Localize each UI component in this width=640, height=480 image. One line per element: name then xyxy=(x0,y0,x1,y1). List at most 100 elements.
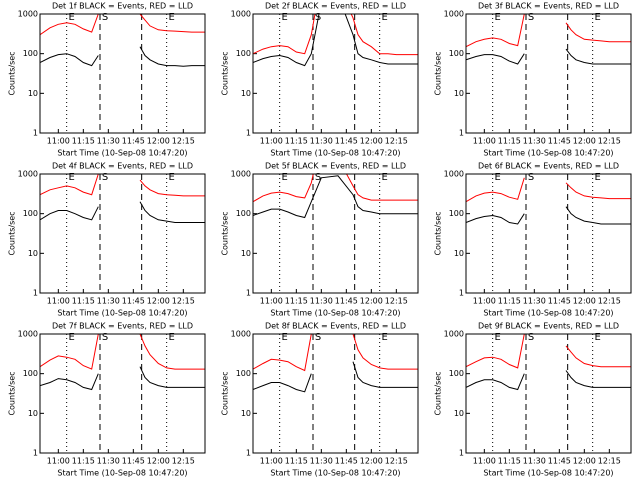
marker-label: E xyxy=(69,172,75,183)
x-tick-label: 12:15 xyxy=(598,137,621,146)
series-line xyxy=(466,177,631,203)
x-tick-label: 12:15 xyxy=(385,297,408,306)
y-tick-label: 1 xyxy=(246,129,251,138)
marker-label: E xyxy=(495,332,501,343)
marker-label: E xyxy=(282,332,288,343)
marker-label: E xyxy=(595,172,601,183)
plot-frame xyxy=(39,13,206,134)
y-tick-label: 1000 xyxy=(444,330,464,339)
x-tick-label: 12:15 xyxy=(598,297,621,306)
x-axis-label: Start Time (10-Sep-08 10:47:20) xyxy=(270,469,400,478)
series-line xyxy=(466,48,631,65)
y-tick-label: 10 xyxy=(241,89,251,98)
marker-label: S xyxy=(315,332,321,343)
y-tick-label: 10 xyxy=(241,409,251,418)
x-tick-label: 12:00 xyxy=(573,137,596,146)
x-tick-label: 11:30 xyxy=(310,457,333,466)
x-tick-label: 11:30 xyxy=(523,297,546,306)
x-tick-label: 11:30 xyxy=(310,137,333,146)
marker-label: S xyxy=(528,172,534,183)
chart-title: Det 6f BLACK = Events, RED = LLD xyxy=(478,162,619,171)
x-tick-label: 11:15 xyxy=(285,457,308,466)
x-tick-label: 11:15 xyxy=(498,457,521,466)
panel: Det 2f BLACK = Events, RED = LLD Counts/s… xyxy=(221,2,419,158)
marker-label: S xyxy=(102,332,108,343)
y-tick-label: 1000 xyxy=(444,170,464,179)
y-tick-label: 1000 xyxy=(18,170,38,179)
y-tick-label: 1 xyxy=(33,129,38,138)
y-tick-label: 100 xyxy=(23,369,38,378)
series-line xyxy=(253,174,418,203)
y-tick-label: 10 xyxy=(241,249,251,258)
x-tick-label: 12:15 xyxy=(172,137,195,146)
y-tick-label: 100 xyxy=(23,49,38,58)
y-tick-label: 1000 xyxy=(18,330,38,339)
y-tick-label: 1000 xyxy=(231,330,251,339)
y-tick-label: 1000 xyxy=(231,170,251,179)
y-tick-label: 1000 xyxy=(444,10,464,19)
plot-frame xyxy=(465,13,632,134)
panel: Det 3f BLACK = Events, RED = LLD Counts/s… xyxy=(434,2,632,158)
x-tick-label: 11:30 xyxy=(523,457,546,466)
x-tick-label: 12:00 xyxy=(360,137,383,146)
x-tick-label: 12:00 xyxy=(573,297,596,306)
plot-frame xyxy=(252,333,419,454)
panel: Det 5f BLACK = Events, RED = LLD Counts/s… xyxy=(221,162,419,318)
x-tick-label: 11:15 xyxy=(285,297,308,306)
series-line xyxy=(40,366,205,391)
panel: Det 7f BLACK = Events, RED = LLD Counts/s… xyxy=(8,322,206,478)
chart-title: Det 2f BLACK = Events, RED = LLD xyxy=(265,2,406,11)
x-tick-label: 11:00 xyxy=(47,137,70,146)
chart-title: Det 9f BLACK = Events, RED = LLD xyxy=(478,322,619,331)
x-tick-label: 11:00 xyxy=(260,457,283,466)
marker-label: E xyxy=(595,332,601,343)
marker-label: E xyxy=(382,332,388,343)
y-axis-label: Counts/sec xyxy=(221,211,230,255)
x-tick-label: 11:00 xyxy=(473,457,496,466)
marker-label: S xyxy=(528,12,534,23)
x-tick-label: 12:15 xyxy=(385,137,408,146)
y-tick-label: 1 xyxy=(33,449,38,458)
x-tick-label: 11:45 xyxy=(335,297,358,306)
x-tick-label: 11:30 xyxy=(310,297,333,306)
marker-label: E xyxy=(382,172,388,183)
plot-frame xyxy=(252,173,419,294)
x-tick-label: 11:15 xyxy=(72,457,95,466)
x-tick-label: 12:00 xyxy=(147,137,170,146)
x-tick-label: 11:45 xyxy=(548,297,571,306)
x-axis-label: Start Time (10-Sep-08 10:47:20) xyxy=(57,469,187,478)
series-line xyxy=(253,334,418,372)
x-tick-label: 11:30 xyxy=(523,137,546,146)
x-tick-label: 11:00 xyxy=(473,137,496,146)
y-tick-label: 10 xyxy=(28,409,38,418)
x-tick-label: 12:00 xyxy=(360,457,383,466)
x-tick-label: 11:45 xyxy=(122,297,145,306)
y-tick-label: 10 xyxy=(454,89,464,98)
y-tick-label: 100 xyxy=(236,369,251,378)
y-tick-label: 10 xyxy=(454,409,464,418)
x-tick-label: 12:15 xyxy=(172,297,195,306)
y-tick-label: 100 xyxy=(236,209,251,218)
panel: Det 1f BLACK = Events, RED = LLD Counts/s… xyxy=(8,2,206,158)
y-tick-label: 1 xyxy=(459,289,464,298)
series-line xyxy=(253,361,418,393)
x-tick-label: 11:30 xyxy=(97,137,120,146)
panel: Det 6f BLACK = Events, RED = LLD Counts/s… xyxy=(434,162,632,318)
y-tick-label: 1 xyxy=(33,289,38,298)
series-line xyxy=(466,206,631,225)
panel: Det 4f BLACK = Events, RED = LLD Counts/s… xyxy=(8,162,206,318)
series-line xyxy=(40,334,205,370)
y-tick-label: 1000 xyxy=(18,10,38,19)
series-line xyxy=(253,175,418,219)
marker-label: S xyxy=(528,332,534,343)
y-axis-label: Counts/sec xyxy=(434,51,443,95)
marker-label: E xyxy=(169,172,175,183)
y-axis-label: Counts/sec xyxy=(8,211,17,255)
y-tick-label: 1 xyxy=(459,129,464,138)
chart-title: Det 8f BLACK = Events, RED = LLD xyxy=(265,322,406,331)
series-line xyxy=(40,201,205,223)
y-axis-label: Counts/sec xyxy=(8,51,17,95)
y-tick-label: 1 xyxy=(246,449,251,458)
series-line xyxy=(253,14,418,56)
